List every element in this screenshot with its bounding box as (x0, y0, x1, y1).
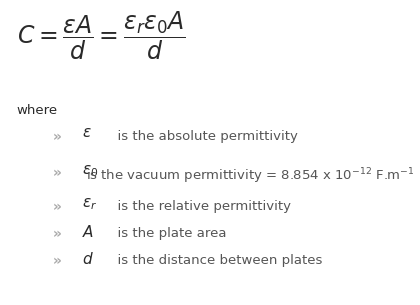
Text: is the distance between plates: is the distance between plates (109, 254, 323, 267)
Text: $d$: $d$ (82, 251, 94, 267)
Text: »: » (52, 200, 61, 214)
Text: where: where (17, 104, 58, 117)
Text: $\varepsilon$: $\varepsilon$ (82, 127, 92, 140)
Text: »: » (52, 254, 61, 268)
Text: is the absolute permittivity: is the absolute permittivity (109, 130, 298, 143)
Text: is the relative permittivity: is the relative permittivity (109, 200, 291, 213)
Text: $C = \dfrac{\varepsilon A}{d} = \dfrac{\varepsilon_r \varepsilon_0 A}{d}$: $C = \dfrac{\varepsilon A}{d} = \dfrac{\… (17, 9, 186, 62)
Text: $\varepsilon_r$: $\varepsilon_r$ (82, 197, 97, 212)
Text: »: » (52, 227, 61, 241)
Text: is the plate area: is the plate area (109, 227, 227, 240)
Text: »: » (52, 130, 61, 144)
Text: $\varepsilon_0$: $\varepsilon_0$ (82, 163, 98, 179)
Text: is the vacuum permittivity = 8.854 x 10$^{-12}$ F.m$^{-1}$: is the vacuum permittivity = 8.854 x 10$… (86, 166, 415, 186)
Text: $A$: $A$ (82, 224, 94, 240)
Text: »: » (52, 166, 61, 180)
